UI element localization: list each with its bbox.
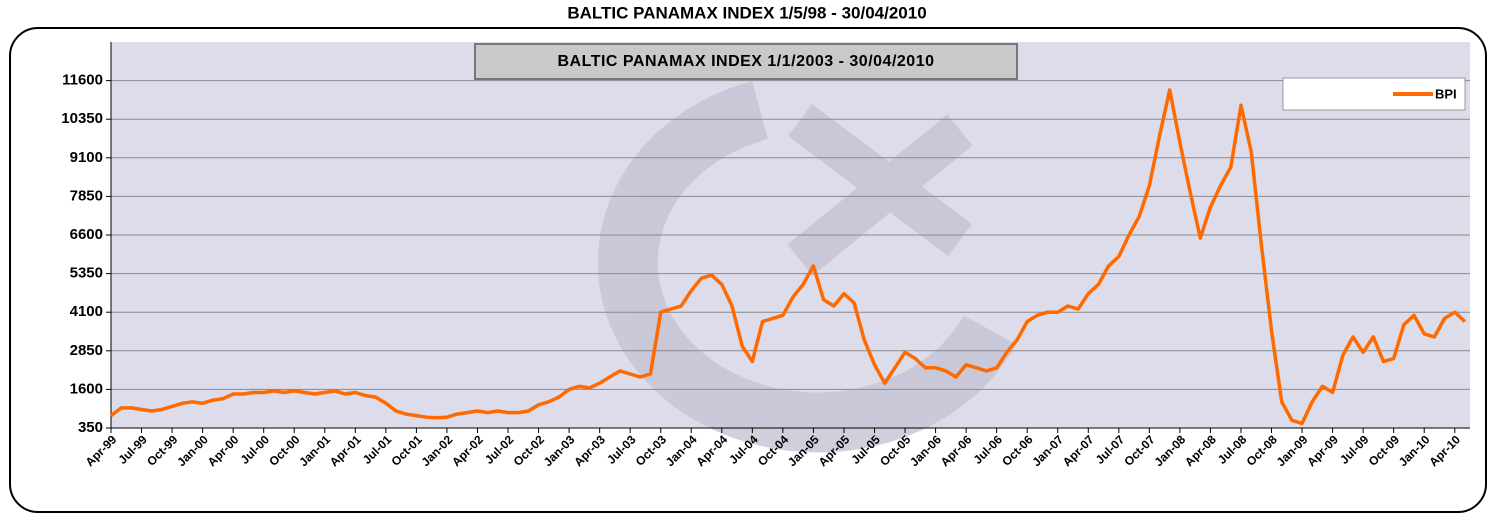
y-tick-label: 6600 [70, 226, 103, 243]
chart-subtitle: BALTIC PANAMAX INDEX 1/1/2003 - 30/04/20… [558, 53, 935, 70]
chart-title: BALTIC PANAMAX INDEX 1/5/98 - 30/04/2010 [567, 3, 926, 22]
watermark [597, 81, 1017, 453]
y-tick-label: 4100 [70, 303, 103, 320]
legend-box [1282, 77, 1466, 111]
line-series [109, 88, 1467, 426]
y-tick-label: 7850 [70, 187, 103, 204]
y-tick-label: 1600 [70, 380, 103, 397]
y-tick-label: 2850 [70, 342, 103, 359]
y-tick-label: 10350 [61, 110, 103, 127]
y-tick-label: 11600 [62, 72, 103, 89]
legend-label: BPI [1435, 86, 1457, 101]
y-tick-label: 350 [78, 419, 103, 436]
y-tick-label: 5350 [70, 265, 103, 282]
y-tick-label: 9100 [70, 149, 103, 166]
subtitle-box [474, 43, 1018, 80]
